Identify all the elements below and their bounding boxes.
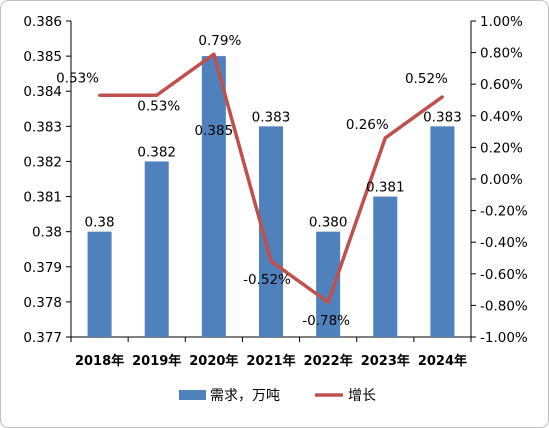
bar (201, 56, 226, 337)
left-axis-tick-label: 0.377 (23, 330, 62, 346)
bar (373, 196, 398, 337)
right-axis-tick-label: 0.60% (480, 77, 523, 93)
bar (430, 126, 455, 337)
line-point (155, 93, 159, 97)
bar-value-label: 0.383 (423, 109, 462, 125)
right-axis-tick-label: 0.00% (480, 172, 523, 188)
bar-value-label: 0.38 (85, 215, 115, 231)
right-axis-tick-label: -0.40% (480, 235, 528, 251)
line-value-label: -0.52% (243, 272, 291, 288)
legend-swatch-demand (179, 390, 206, 400)
x-axis-tick-label: 2020年 (189, 353, 238, 369)
legend-label-demand: 需求，万吨 (210, 388, 280, 404)
right-axis-tick-label: -0.60% (480, 267, 528, 283)
line-value-label: -0.78% (302, 313, 350, 329)
bar-value-label: 0.382 (137, 144, 176, 160)
right-axis-tick-label: 0.20% (480, 140, 523, 156)
bar-value-label: 0.383 (252, 109, 291, 125)
right-axis-tick-label: -0.80% (480, 298, 528, 314)
line-point (383, 136, 387, 140)
x-axis-tick-label: 2023年 (361, 353, 410, 369)
bar-series (87, 56, 455, 337)
line-value-label: 0.79% (198, 33, 241, 49)
x-axis-tick-label: 2024年 (418, 353, 467, 369)
left-axis-tick-label: 0.384 (23, 84, 62, 100)
legend-label-growth: 增长 (348, 388, 376, 404)
line-point (212, 52, 216, 56)
left-axis-tick-label: 0.382 (23, 154, 62, 170)
line-point (440, 95, 444, 99)
legend: 需求，万吨 增长 (179, 388, 376, 404)
line-point (326, 300, 330, 304)
left-axis-tick-label: 0.386 (23, 14, 62, 30)
x-axis-tick-label: 2019年 (132, 353, 181, 369)
right-axis-tick-label: -0.20% (480, 204, 528, 220)
left-axis-tick-label: 0.38 (32, 225, 62, 241)
bar-value-label: 0.381 (366, 180, 405, 196)
left-axis-tick-label: 0.385 (23, 49, 62, 65)
left-axis-tick-label: 0.381 (23, 190, 62, 206)
line-point (98, 93, 102, 97)
x-axis-tick-label: 2022年 (304, 353, 353, 369)
bar-value-label: 0.380 (309, 215, 348, 231)
right-axis-tick-label: -1.00% (480, 330, 528, 346)
x-axis-tick-label: 2021年 (246, 353, 295, 369)
line-value-label: 0.52% (405, 71, 448, 87)
line-point (269, 259, 273, 263)
line-value-label: 0.53% (137, 98, 180, 114)
line-value-label: 0.26% (346, 117, 389, 133)
right-axis-tick-label: 0.80% (480, 46, 523, 62)
left-axis-tick-label: 0.378 (23, 295, 62, 311)
bar (87, 231, 112, 337)
data-labels: 0.38 0.382 0.385 0.383 0.380 0.381 0.383 0.53% 0… (56, 33, 462, 329)
right-axis-tick-label: 1.00% (480, 14, 523, 30)
bar-value-label: 0.385 (195, 123, 234, 139)
left-axis-tick-label: 0.383 (23, 119, 62, 135)
line-value-label: 0.53% (56, 70, 99, 86)
x-axis-tick-label: 2018年 (75, 353, 124, 369)
bar (144, 161, 169, 337)
left-axis-tick-label: 0.379 (23, 260, 62, 276)
axes: 0.3770.3780.3790.380.3810.3820.3830.3840… (23, 14, 528, 369)
right-axis-tick-label: 0.40% (480, 109, 523, 125)
line-series (98, 52, 444, 304)
